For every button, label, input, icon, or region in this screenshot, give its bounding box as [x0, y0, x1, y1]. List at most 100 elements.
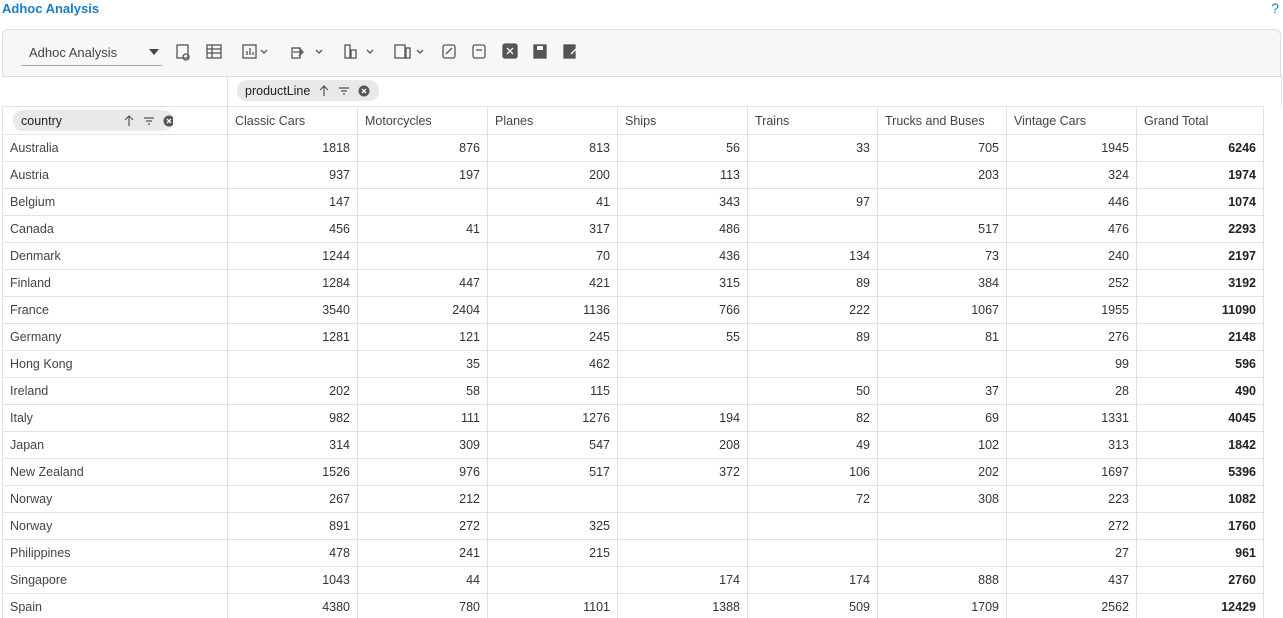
value-cell: 208 — [617, 431, 748, 459]
row-label: Belgium — [2, 188, 228, 216]
grand-total-cell: 2148 — [1136, 323, 1264, 351]
grand-total-cell: 1974 — [1136, 161, 1264, 189]
value-cell: 446 — [1006, 188, 1137, 216]
table-row: Singapore 1043 44 174 174 888 437 2760 — [2, 566, 1264, 594]
value-cell: 200 — [487, 161, 618, 189]
row-label: New Zealand — [2, 458, 228, 486]
row-field-chip[interactable]: country — [13, 110, 173, 131]
grand-total-cell: 1760 — [1136, 512, 1264, 540]
grand-total-cell: 490 — [1136, 377, 1264, 405]
value-cell: 115 — [487, 377, 618, 405]
value-cell: 37 — [877, 377, 1007, 405]
value-cell — [487, 566, 618, 594]
column-field-chip[interactable]: productLine — [237, 80, 379, 101]
value-cell: 81 — [877, 323, 1007, 351]
chip-icons[interactable] — [317, 83, 377, 99]
column-field-area — [227, 75, 1282, 106]
row-label: Singapore — [2, 566, 228, 594]
value-cell: 35 — [357, 350, 488, 378]
value-cell: 28 — [1006, 377, 1137, 405]
value-cell: 222 — [747, 296, 878, 324]
value-cell: 1101 — [487, 593, 618, 618]
row-label: Philippines — [2, 539, 228, 567]
column-header: Grand Total — [1136, 106, 1264, 135]
value-cell: 202 — [227, 377, 358, 405]
value-cell — [747, 161, 878, 189]
value-cell: 1709 — [877, 593, 1007, 618]
value-cell — [877, 512, 1007, 540]
value-cell: 202 — [877, 458, 1007, 486]
value-cell: 1244 — [227, 242, 358, 270]
value-cell: 72 — [747, 485, 878, 513]
row-field-cell: country — [2, 106, 228, 135]
grand-total-cell: 1842 — [1136, 431, 1264, 459]
value-cell: 212 — [357, 485, 488, 513]
value-cell: 272 — [357, 512, 488, 540]
value-cell: 1067 — [877, 296, 1007, 324]
value-cell: 41 — [487, 188, 618, 216]
value-cell: 437 — [1006, 566, 1137, 594]
grand-total-cell: 6246 — [1136, 134, 1264, 162]
column-header: Planes — [487, 106, 618, 135]
grand-total-cell: 4045 — [1136, 404, 1264, 432]
value-cell: 147 — [227, 188, 358, 216]
value-cell: 241 — [357, 539, 488, 567]
help-button[interactable]: ? — [1271, 0, 1279, 16]
column-header: Classic Cars — [227, 106, 358, 135]
value-cell: 70 — [487, 242, 618, 270]
value-cell: 2562 — [1006, 593, 1137, 618]
row-label: Spain — [2, 593, 228, 618]
value-cell: 462 — [487, 350, 618, 378]
value-cell: 2404 — [357, 296, 488, 324]
value-cell: 58 — [357, 377, 488, 405]
grand-total-cell: 5396 — [1136, 458, 1264, 486]
value-cell: 174 — [747, 566, 878, 594]
value-cell: 102 — [877, 431, 1007, 459]
value-cell: 267 — [227, 485, 358, 513]
value-cell — [877, 188, 1007, 216]
value-cell: 888 — [877, 566, 1007, 594]
value-cell — [747, 539, 878, 567]
row-label: Ireland — [2, 377, 228, 405]
value-cell — [617, 485, 748, 513]
value-cell: 937 — [227, 161, 358, 189]
value-cell: 49 — [747, 431, 878, 459]
row-label: Japan — [2, 431, 228, 459]
row-label: Austria — [2, 161, 228, 189]
chip-icons[interactable] — [113, 113, 173, 129]
value-cell: 478 — [227, 539, 358, 567]
row-label: Norway — [2, 485, 228, 513]
report-select[interactable]: Adhoc Analysis — [21, 40, 162, 66]
value-cell: 476 — [1006, 215, 1137, 243]
grand-total-cell: 2197 — [1136, 242, 1264, 270]
value-cell: 325 — [487, 512, 618, 540]
table-row: Philippines 478 241 215 27 961 — [2, 539, 1264, 567]
column-header: Trucks and Buses — [877, 106, 1007, 135]
value-cell — [357, 242, 488, 270]
grand-total-cell: 961 — [1136, 539, 1264, 567]
value-cell — [747, 215, 878, 243]
table-row: Italy 982 111 1276 194 82 69 1331 4045 — [2, 404, 1264, 432]
value-cell: 324 — [1006, 161, 1137, 189]
value-cell: 1697 — [1006, 458, 1137, 486]
report-select-text: Adhoc Analysis — [29, 45, 118, 60]
table-row: Canada 456 41 317 486 517 476 2293 — [2, 215, 1264, 243]
table-row: France 3540 2404 1136 766 222 1067 1955 11090 — [2, 296, 1264, 324]
value-cell: 309 — [357, 431, 488, 459]
value-cell: 705 — [877, 134, 1007, 162]
table-row: Norway 891 272 325 272 1760 — [2, 512, 1264, 540]
grand-total-cell: 2760 — [1136, 566, 1264, 594]
table-row: Australia 1818 876 813 56 33 705 1945 6246 — [2, 134, 1264, 162]
value-cell: 1136 — [487, 296, 618, 324]
value-cell: 766 — [617, 296, 748, 324]
value-cell: 197 — [357, 161, 488, 189]
value-cell: 97 — [747, 188, 878, 216]
toolbar-icons[interactable] — [173, 42, 583, 64]
value-cell: 69 — [877, 404, 1007, 432]
toolbar: Adhoc Analysis — [2, 29, 1281, 77]
value-cell — [617, 512, 748, 540]
column-header: Ships — [617, 106, 748, 135]
table-row: Belgium 147 41 343 97 446 1074 — [2, 188, 1264, 216]
value-cell: 106 — [747, 458, 878, 486]
